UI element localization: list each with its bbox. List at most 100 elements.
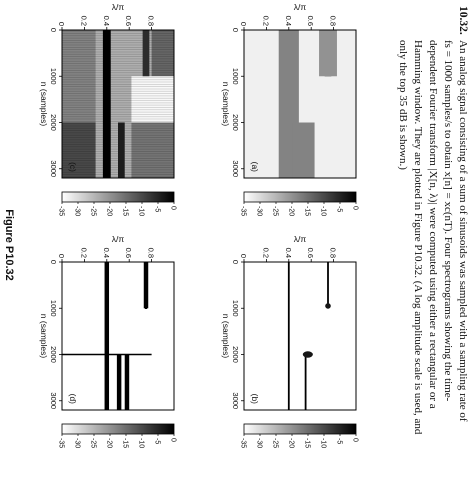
- x-tick-label: 2000: [49, 114, 58, 131]
- colorbar-tick-label: -15: [122, 438, 129, 448]
- colorbar-tick-label: -10: [138, 438, 145, 448]
- spectrogram-region: [151, 30, 174, 77]
- spectrogram-image: [244, 262, 356, 410]
- x-tick-label: 1000: [231, 68, 240, 85]
- x-axis-label: n (samples): [39, 82, 49, 127]
- colorbar: [243, 191, 357, 203]
- y-tick-label: 0.6: [306, 16, 315, 26]
- spectrogram-region: [62, 122, 96, 178]
- colorbar-tick-label: -15: [304, 206, 311, 216]
- x-axis-label: n (samples): [221, 82, 231, 127]
- colorbar-tick-label: -35: [58, 438, 65, 448]
- plot-frame: [61, 29, 175, 179]
- colorbar-tick-label: -25: [90, 206, 97, 216]
- frequency-band: [319, 30, 337, 77]
- spectrogram-image: [244, 30, 356, 178]
- spectrogram-region: [62, 30, 96, 123]
- colorbar: [243, 423, 357, 435]
- colorbar: [61, 423, 175, 435]
- spectrogram-panels: 0 0.2 0.4 0.6 0.8 0 1000 2000 3000 λ/π n (samples)…: [39, 2, 359, 448]
- x-tick-label: 1000: [231, 300, 240, 317]
- plot-frame: [243, 261, 357, 411]
- frequency-band: [104, 262, 110, 410]
- colorbar-tick-label: -20: [106, 206, 113, 216]
- spectrogram-panel-4: 0 0.2 0.4 0.6 0.8 0 1000 2000 3000 λ/π n (samples)…: [39, 234, 177, 448]
- x-tick-label: 2000: [231, 346, 240, 363]
- x-tick-label: 1000: [49, 300, 58, 317]
- colorbar-tick-label: -10: [138, 206, 145, 216]
- x-tick-label: 0: [231, 260, 240, 264]
- colorbar-tick-label: -30: [74, 206, 81, 216]
- y-tick-label: 0.8: [147, 248, 156, 258]
- colorbar-tick-label: -30: [256, 206, 263, 216]
- x-tick-label: 0: [49, 28, 58, 32]
- x-tick-label: 0: [49, 260, 58, 264]
- y-tick-label: 0.4: [284, 248, 293, 258]
- colorbar-tick-label: -5: [154, 206, 161, 212]
- problem-line-2: fs = 1000 samples/s to obtain x[n] = xc(…: [442, 40, 454, 402]
- colorbar-tick-label: -25: [272, 438, 279, 448]
- plot-frame: [243, 29, 357, 179]
- colorbar-tick-label: 0: [352, 206, 359, 210]
- x-axis-label: n (samples): [39, 314, 49, 359]
- colorbar-tick-label: -30: [256, 438, 263, 448]
- y-tick-label: 0.4: [284, 16, 293, 26]
- spectrogram-background: [244, 262, 356, 410]
- y-tick-label: 0.8: [147, 16, 156, 26]
- transition-blob: [325, 303, 331, 309]
- colorbar-tick-label: -5: [154, 438, 161, 444]
- transition-blob: [302, 351, 313, 358]
- problem-line-5: only the top 35 dB is shown.): [397, 40, 409, 170]
- colorbar-tick-label: -20: [106, 438, 113, 448]
- x-tick-label: 3000: [231, 392, 240, 409]
- x-axis-label: n (samples): [221, 314, 231, 359]
- frequency-band: [102, 30, 111, 178]
- colorbar-tick-label: 0: [352, 438, 359, 442]
- panel-label: (d): [68, 394, 78, 405]
- y-tick-label: 0.4: [102, 16, 111, 26]
- colorbar-tick-label: -15: [304, 438, 311, 448]
- plot-frame: [61, 261, 175, 411]
- frequency-band: [143, 262, 149, 309]
- frequency-band: [327, 262, 329, 304]
- panel-label: (c): [68, 162, 78, 172]
- x-tick-label: 3000: [231, 160, 240, 177]
- frequency-band: [116, 354, 122, 410]
- y-tick-label: 0.6: [124, 248, 133, 258]
- y-tick-label: 0.8: [329, 16, 338, 26]
- colorbar: [61, 191, 175, 203]
- panel-label: (a): [250, 162, 260, 173]
- colorbar-tick-label: -15: [122, 206, 129, 216]
- colorbar-tick-label: -35: [58, 206, 65, 216]
- problem-text: 10.32. An analog signal consisting of a …: [397, 6, 469, 435]
- spectrogram-image: [62, 30, 174, 178]
- x-tick-label: 2000: [49, 346, 58, 363]
- y-tick-label: 0.4: [102, 248, 111, 258]
- x-tick-label: 1000: [49, 68, 58, 85]
- y-axis-label: λ/π: [294, 2, 307, 12]
- colorbar-tick-label: -30: [74, 438, 81, 448]
- frequency-band: [142, 30, 150, 77]
- colorbar-tick-label: -5: [336, 206, 343, 212]
- frequency-band: [304, 356, 307, 410]
- problem-line-4: Hamming window. They are plotted in Figu…: [412, 40, 424, 435]
- frequency-band: [124, 354, 130, 410]
- frequency-band: [287, 262, 290, 410]
- colorbar-tick-label: -35: [240, 438, 247, 448]
- colorbar-tick-label: -5: [336, 438, 343, 444]
- y-axis-label: λ/π: [112, 234, 125, 244]
- y-tick-label: 0.2: [79, 16, 88, 26]
- y-tick-label: 0: [57, 254, 66, 258]
- y-axis-label: λ/π: [294, 234, 307, 244]
- spectrogram-panel-2: 0 0.2 0.4 0.6 0.8 0 1000 2000 3000 λ/π n (samples)…: [221, 234, 359, 448]
- spectrogram-region: [131, 122, 174, 178]
- x-tick-label: 3000: [49, 392, 58, 409]
- colorbar-tick-label: -25: [90, 438, 97, 448]
- y-tick-label: 0: [57, 22, 66, 26]
- figure-caption: Figure P10.32: [3, 209, 15, 281]
- colorbar-tick-label: 0: [170, 438, 177, 442]
- colorbar-tick-label: -25: [272, 206, 279, 216]
